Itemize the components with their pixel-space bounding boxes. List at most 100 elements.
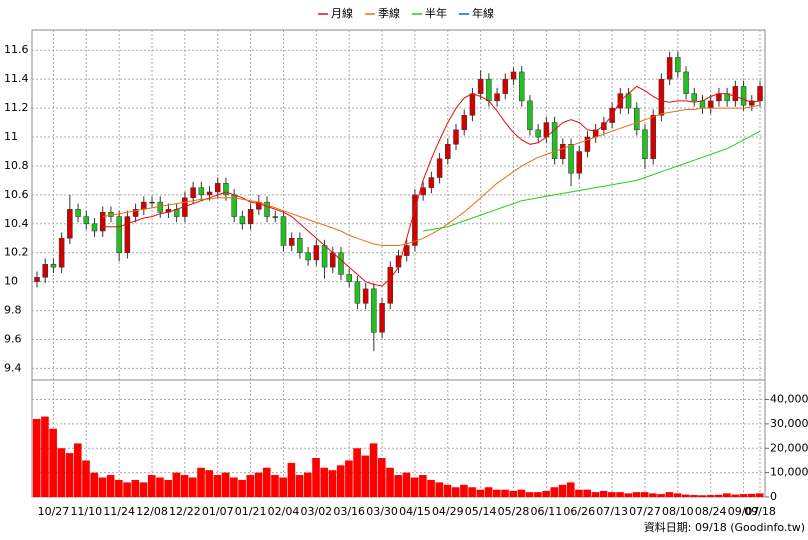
candle-body bbox=[321, 245, 328, 268]
volume-bar bbox=[304, 472, 312, 497]
candle-body bbox=[75, 209, 81, 217]
y-tick-label: 9.4 bbox=[4, 361, 22, 374]
volume-bar bbox=[739, 494, 748, 497]
x-tick-label: 02/04 bbox=[268, 505, 300, 518]
volume-bar bbox=[180, 475, 189, 497]
candle-body bbox=[42, 264, 48, 278]
volume-bar bbox=[747, 493, 756, 497]
volume-bar bbox=[57, 448, 66, 497]
y2-tick-label: 20,000 bbox=[770, 441, 808, 454]
candle-body bbox=[305, 252, 311, 261]
candle-body bbox=[707, 100, 714, 109]
volume-bar bbox=[262, 467, 271, 497]
volume-bar bbox=[624, 493, 633, 497]
ma-line bbox=[102, 85, 761, 287]
volume-bar bbox=[657, 494, 665, 497]
candle-body bbox=[494, 93, 500, 102]
x-tick-label: 04/15 bbox=[399, 505, 431, 518]
candle-body bbox=[740, 86, 747, 106]
candle-body bbox=[264, 201, 270, 217]
candle-body bbox=[469, 93, 476, 116]
x-tick-label: 03/02 bbox=[300, 505, 332, 518]
volume-bar bbox=[558, 484, 567, 497]
candle-body bbox=[453, 129, 459, 145]
candle-body bbox=[272, 216, 279, 218]
candle-body bbox=[675, 57, 681, 73]
candle-body bbox=[67, 209, 73, 239]
volume-bar bbox=[723, 493, 731, 497]
volume-bar bbox=[451, 487, 460, 497]
volume-bar bbox=[345, 460, 353, 497]
volume-bar bbox=[690, 495, 698, 497]
x-tick-label: 08/10 bbox=[662, 505, 694, 518]
candle-body bbox=[518, 71, 525, 102]
x-tick-label: 09/18 bbox=[744, 505, 776, 518]
volume-bar bbox=[254, 472, 263, 497]
candle-body bbox=[551, 122, 558, 159]
volume-bar bbox=[49, 428, 57, 497]
candle-body bbox=[642, 129, 648, 159]
y2-tick-label: 10,000 bbox=[770, 466, 808, 479]
candle-body bbox=[634, 107, 640, 131]
volume-bar bbox=[419, 475, 427, 497]
candle-body bbox=[699, 100, 706, 109]
volume-bar bbox=[583, 489, 591, 497]
candle-body bbox=[486, 78, 492, 102]
x-tick-label: 12/22 bbox=[169, 505, 201, 518]
volume-bar bbox=[123, 482, 131, 497]
volume-bar bbox=[550, 487, 559, 497]
volume-bar bbox=[706, 495, 715, 497]
volume-bar bbox=[271, 475, 279, 497]
volume-bar bbox=[172, 472, 181, 497]
volume-bar bbox=[566, 482, 575, 497]
x-tick-label: 09/07 bbox=[728, 505, 760, 518]
candle-body bbox=[83, 216, 90, 225]
volume-bar bbox=[492, 489, 501, 497]
volume-bar bbox=[517, 489, 526, 497]
candle-body bbox=[412, 194, 418, 246]
candle-body bbox=[132, 209, 139, 217]
volume-bar bbox=[156, 477, 164, 497]
volume-bar bbox=[82, 460, 90, 497]
y-tick-label: 11.6 bbox=[4, 43, 29, 56]
volume-bar bbox=[681, 494, 690, 497]
y-tick-label: 10 bbox=[4, 275, 18, 288]
x-tick-label: 05/14 bbox=[465, 505, 497, 518]
candle-body bbox=[338, 252, 344, 275]
volume-bar bbox=[673, 493, 682, 497]
volume-bar bbox=[698, 495, 706, 497]
candle-body bbox=[297, 238, 303, 253]
y-tick-label: 10.8 bbox=[4, 159, 29, 172]
x-tick-label: 03/16 bbox=[333, 505, 365, 518]
candle-body bbox=[124, 216, 131, 253]
volume-bar bbox=[542, 490, 550, 497]
y-tick-label: 10.4 bbox=[4, 217, 29, 230]
candle-body bbox=[379, 303, 385, 333]
y-tick-label: 9.8 bbox=[4, 304, 22, 317]
volume-bar bbox=[402, 472, 411, 497]
ma-line bbox=[102, 104, 761, 246]
volume-bar bbox=[575, 489, 583, 497]
x-tick-label: 06/26 bbox=[563, 505, 595, 518]
volume-bar bbox=[361, 455, 370, 497]
volume-bar bbox=[295, 475, 304, 497]
candle-body bbox=[116, 216, 122, 253]
candle-body bbox=[149, 201, 155, 204]
y2-tick-label: 30,000 bbox=[770, 417, 808, 430]
candle-body bbox=[625, 93, 632, 109]
volume-bar bbox=[632, 492, 641, 497]
volume-bar bbox=[501, 489, 509, 497]
y2-tick-label: 0 bbox=[770, 490, 777, 503]
candle-body bbox=[313, 245, 320, 261]
volume-bar bbox=[205, 470, 214, 497]
candle-body bbox=[436, 158, 443, 178]
volume-bar bbox=[755, 493, 764, 497]
volume-bar bbox=[230, 477, 238, 497]
x-tick-label: 12/08 bbox=[136, 505, 168, 518]
candle-body bbox=[362, 288, 369, 304]
volume-bar bbox=[328, 470, 337, 497]
x-tick-label: 06/11 bbox=[531, 505, 563, 518]
candle-body bbox=[601, 122, 607, 131]
volume-bar bbox=[599, 490, 608, 497]
